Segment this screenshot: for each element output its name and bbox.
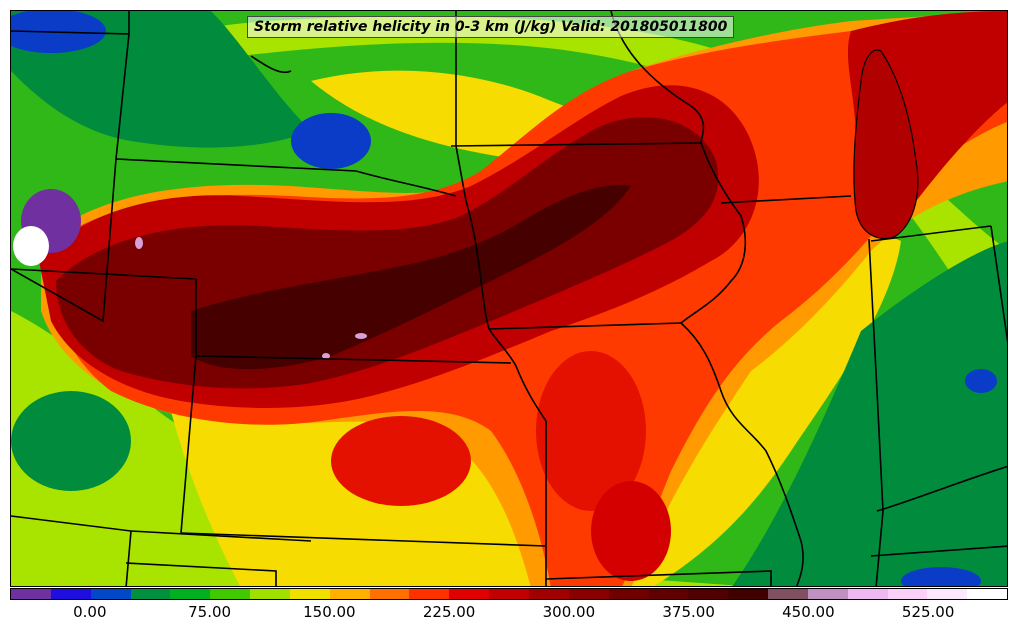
border-sd-nebraska xyxy=(355,170,457,197)
border-panhandle xyxy=(125,530,132,586)
field-blue-northwest xyxy=(291,113,371,169)
colorbar-tick-label: 525.00 xyxy=(901,603,955,621)
colorbar-segment xyxy=(927,589,968,599)
colorbar-segment xyxy=(489,589,529,599)
border-texas-panhandle xyxy=(125,562,277,586)
colorbar-segment xyxy=(409,589,450,599)
colorbar-segment xyxy=(568,589,609,599)
field-pink-speck-1 xyxy=(355,333,367,339)
field-pink-speck-3 xyxy=(322,353,330,359)
colorbar-segment xyxy=(728,589,769,599)
colorbar-segment xyxy=(887,589,928,599)
colorbar-segment xyxy=(210,589,251,599)
field-blue-east xyxy=(965,369,997,393)
colorbar-segment xyxy=(608,589,649,599)
state-borders xyxy=(11,11,1007,586)
colorbar-tick-label: 0.00 xyxy=(73,603,107,621)
border-iowa-south xyxy=(488,322,682,330)
border-montana-wyoming xyxy=(11,30,130,35)
colorbar-segment xyxy=(967,589,1008,599)
map-title: Storm relative helicity in 0-3 km (J/kg)… xyxy=(247,16,735,38)
colorbar-tick-label: 450.00 xyxy=(782,603,835,621)
border-wyoming-west xyxy=(11,158,117,323)
border-wisconsin-south xyxy=(720,195,852,204)
colorbar xyxy=(10,588,1008,600)
colorbar-segment xyxy=(130,589,171,599)
map-frame: Storm relative helicity in 0-3 km (J/kg)… xyxy=(10,10,1008,587)
field-red-cell-1 xyxy=(331,416,471,506)
colorbar-segment xyxy=(648,589,689,599)
border-indiana-east xyxy=(990,225,1007,343)
field-lime-south xyxy=(11,311,743,586)
helicity-map xyxy=(11,11,1007,586)
lake-michigan-shore xyxy=(853,49,919,240)
colorbar-segment xyxy=(768,589,808,599)
field-white-patch xyxy=(13,226,49,266)
colorbar-segment xyxy=(11,589,51,599)
border-minnesota-lakes xyxy=(610,11,705,144)
colorbar-segment xyxy=(449,589,490,599)
field-green-west xyxy=(11,391,131,491)
border-wyoming-colorado xyxy=(11,268,197,280)
colorbar-segment xyxy=(170,589,211,599)
colorbar-segment xyxy=(528,589,569,599)
colorbar-segment xyxy=(90,589,131,599)
colorbar-segment xyxy=(688,589,729,599)
colorbar-segment xyxy=(847,589,888,599)
border-missouri-river xyxy=(488,328,547,422)
colorbar-tick-label: 300.00 xyxy=(542,603,596,621)
colorbar-segment xyxy=(50,589,91,599)
border-wyoming-north xyxy=(115,11,130,160)
field-red-cell-2 xyxy=(536,351,646,511)
colorbar-tick-label: 225.00 xyxy=(422,603,476,621)
field-pink-speck-2 xyxy=(135,237,143,249)
border-michigan-south xyxy=(870,225,992,242)
field-black-red-core xyxy=(191,185,631,370)
border-sd-nd xyxy=(115,158,357,172)
field-blue-southeast xyxy=(901,567,981,586)
border-kansas-south xyxy=(180,532,547,547)
colorbar-segment xyxy=(369,589,410,599)
colorbar-segment xyxy=(807,589,848,599)
border-lake-superior xyxy=(250,55,292,74)
colorbar-tick-label: 75.00 xyxy=(188,603,232,621)
border-mississippi-river xyxy=(679,142,804,586)
field-green-southeast xyxy=(732,241,1007,586)
colorbar-ticks: 0.00 75.00 150.00 225.00 300.00 375.00 450.00 5… xyxy=(10,600,1008,630)
field-red-cell-3 xyxy=(591,481,671,581)
border-iowa-west xyxy=(465,200,490,330)
colorbar-tick-label: 375.00 xyxy=(662,603,715,621)
colorbar-segment xyxy=(289,589,330,599)
border-nebraska-kansas xyxy=(195,355,512,364)
border-kentucky-south xyxy=(870,545,1007,557)
colorbar-segment xyxy=(250,589,290,599)
border-arkansas-north xyxy=(545,570,772,586)
border-illinois-east xyxy=(868,238,884,586)
colorbar-segment xyxy=(329,589,370,599)
border-iowa-north xyxy=(450,142,702,147)
colorbar-tick-label: 150.00 xyxy=(303,603,356,621)
border-ohio-river xyxy=(876,465,1007,512)
